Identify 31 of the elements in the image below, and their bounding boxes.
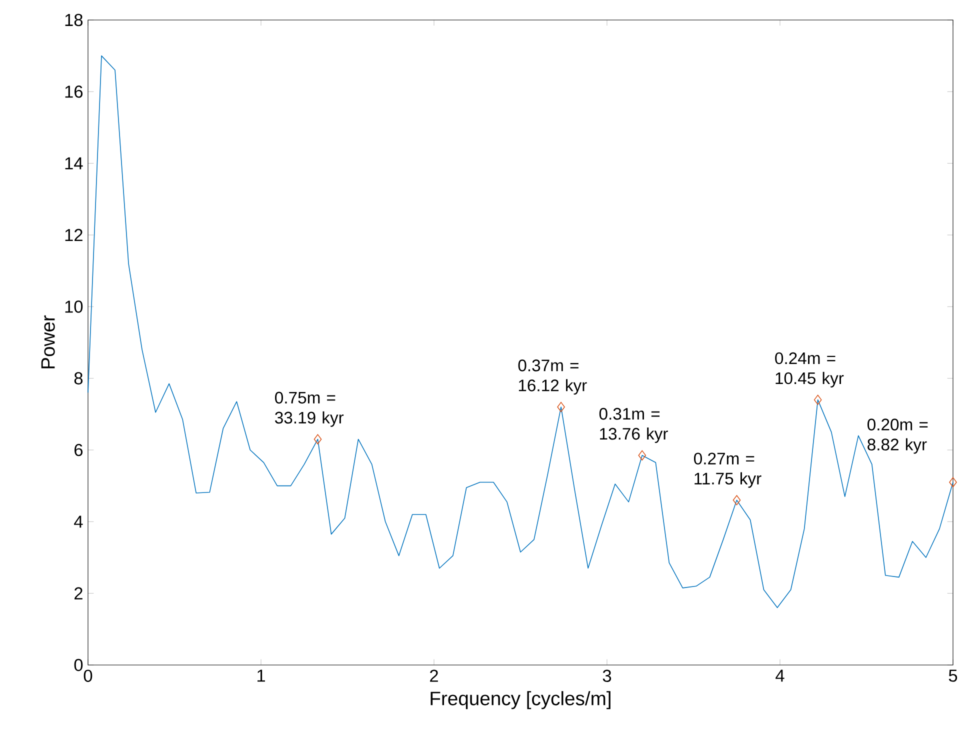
y-tick-label: 18 — [65, 14, 83, 26]
point — [314, 434, 322, 444]
y-tick-label: 0 — [74, 658, 83, 672]
y-axis-title: Power — [41, 315, 55, 368]
annotation: 0.37m = 16.12 kyr — [518, 360, 587, 395]
x-tick-label: 3 — [602, 670, 612, 682]
x-axis-title: Frequency [cycles/m] — [430, 691, 610, 710]
point — [557, 402, 565, 412]
point — [814, 394, 822, 405]
annotation: 0.31m = 13.76 kyr — [599, 408, 668, 443]
y-tick-label: 4 — [74, 516, 83, 528]
x-tick-label: 1 — [258, 670, 265, 682]
annotation: 0.20m = 8.82 kyr — [868, 418, 928, 454]
y-tick-label: 6 — [74, 444, 83, 456]
y-tick-label: 14 — [65, 157, 83, 170]
annotation: 0.24m = 10.45 kyr — [775, 352, 844, 388]
annotation: 0.75m = 33.19 kyr — [275, 392, 344, 427]
point — [732, 495, 741, 506]
y-tick-label: 2 — [74, 587, 82, 600]
x-tick-label: 0 — [84, 670, 92, 682]
line-series — [88, 55, 954, 608]
point — [949, 477, 957, 488]
annotation: 0.27m = 11.75 kyr — [694, 452, 762, 488]
y-tick-label: 10 — [65, 300, 83, 313]
x-tick-label: 5 — [948, 670, 958, 682]
x-tick-label: 4 — [776, 670, 784, 682]
y-tick-label: 8 — [74, 372, 83, 384]
point — [638, 450, 646, 460]
y-tick-label: 16 — [65, 86, 83, 98]
y-tick-label: 12 — [65, 228, 82, 242]
x-tick-label: 2 — [430, 670, 438, 682]
